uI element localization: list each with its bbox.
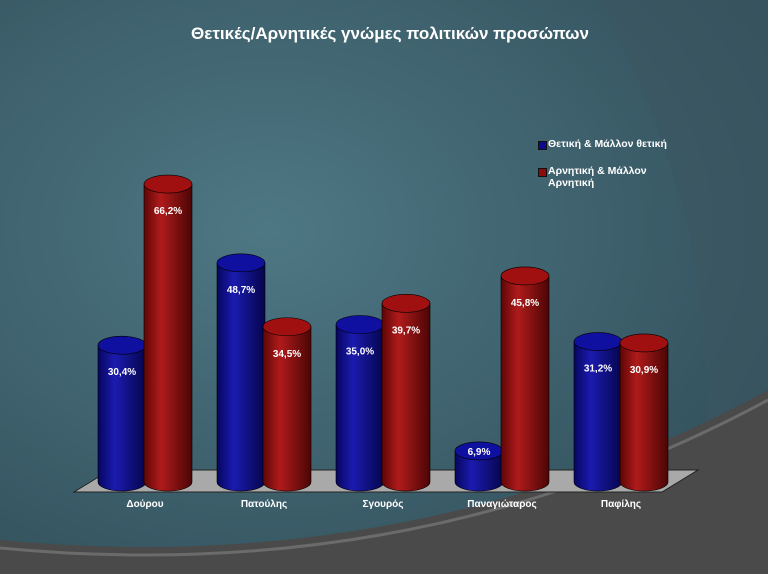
category-label-2: Πατούλης: [241, 499, 287, 510]
legend-item-negative: Αρνητική & Μάλλον Αρνητική: [538, 165, 678, 189]
data-label-positive-1: 30,4%: [108, 367, 136, 378]
category-label-4: Παναγιώταρος: [467, 499, 536, 510]
bar-negative-3: 39,7%: [381, 294, 431, 492]
bar-positive-4: 6,9%: [454, 441, 504, 492]
legend-label-negative: Αρνητική & Μάλλον Αρνητική: [548, 165, 647, 189]
bar-positive-3: 35,0%: [335, 315, 385, 492]
legend-label-positive: Θετική & Μάλλον θετική: [548, 138, 667, 150]
data-label-negative-4: 45,8%: [511, 298, 539, 309]
chart-title: Θετικές/Αρνητικές γνώμες πολιτικών προσώ…: [191, 24, 589, 43]
legend-swatch-negative: [538, 168, 547, 177]
legend-item-positive: Θετική & Μάλλον θετική: [538, 138, 678, 150]
category-label-5: Παφίλης: [601, 499, 641, 510]
bar-negative-4: 45,8%: [500, 266, 550, 492]
data-label-positive-5: 31,2%: [584, 364, 612, 375]
bar-negative-2: 34,5%: [262, 317, 312, 492]
data-label-positive-4: 6,9%: [468, 447, 491, 458]
data-label-positive-3: 35,0%: [346, 347, 374, 358]
bar-negative-5: 30,9%: [619, 333, 669, 492]
category-label-3: Σγουρός: [363, 499, 404, 510]
data-label-positive-2: 48,7%: [227, 285, 255, 296]
data-label-negative-2: 34,5%: [273, 349, 301, 360]
bar-positive-1: 30,4%: [97, 335, 147, 492]
category-label-1: Δούρου: [126, 499, 163, 510]
legend-swatch-positive: [538, 141, 547, 150]
chart-legend: Θετική & Μάλλον θετική Αρνητική & Μάλλον…: [538, 138, 678, 204]
data-label-negative-1: 66,2%: [154, 206, 182, 217]
bar-positive-2: 48,7%: [216, 253, 266, 492]
bar-positive-5: 31,2%: [573, 332, 623, 492]
bar-negative-1: 66,2%: [143, 174, 193, 492]
data-label-negative-5: 30,9%: [630, 365, 658, 376]
data-label-negative-3: 39,7%: [392, 325, 420, 336]
